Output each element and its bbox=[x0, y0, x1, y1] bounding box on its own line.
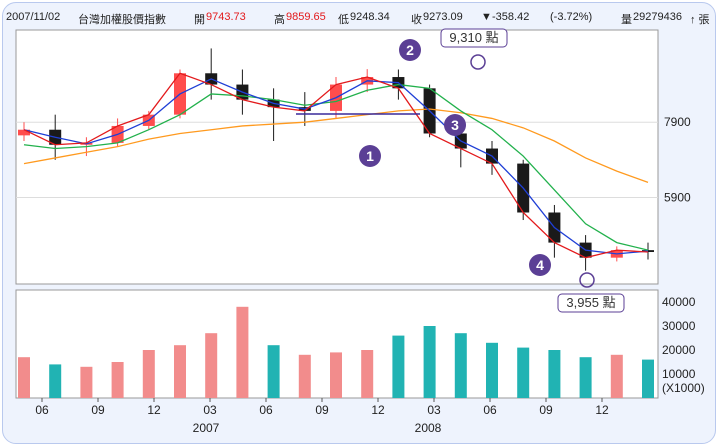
volume-bar bbox=[142, 350, 155, 398]
volume-tick-label: 10000 bbox=[662, 367, 696, 381]
volume-bar bbox=[392, 335, 405, 398]
x-tick-label: 12 bbox=[147, 403, 161, 417]
price-tick-label: 7900 bbox=[664, 115, 691, 129]
volume-bar bbox=[454, 333, 467, 398]
high-point-ring bbox=[470, 54, 486, 70]
x-tick-label: 06 bbox=[259, 403, 273, 417]
annotations: 1 2 3 4 9,310 點 3,955 點 bbox=[296, 28, 625, 313]
volume-value: 29279436 bbox=[633, 11, 682, 23]
price-tick-label: 5900 bbox=[664, 190, 691, 204]
x-tick-label: 12 bbox=[595, 403, 609, 417]
high-callout-text: 9,310 點 bbox=[449, 30, 498, 45]
volume-bar bbox=[298, 354, 311, 398]
volume-unit: ↑ 張 bbox=[690, 14, 710, 26]
high-value: 9859.65 bbox=[286, 11, 326, 23]
low-callout-text: 3,955 點 bbox=[566, 295, 615, 310]
candle-body bbox=[18, 129, 30, 136]
annotation-number: 2 bbox=[406, 42, 414, 58]
low-label: 低 bbox=[338, 14, 349, 26]
x-tick-label: 03 bbox=[427, 403, 441, 417]
high-label: 高 bbox=[274, 14, 285, 26]
volume-tick-label: 30000 bbox=[662, 319, 696, 333]
volume-bar bbox=[205, 333, 218, 398]
change-pct: (-3.72%) bbox=[550, 11, 593, 23]
volume-bar bbox=[111, 362, 124, 398]
quote-date: 2007/11/02 bbox=[6, 11, 61, 23]
volume-bar bbox=[517, 347, 530, 398]
volume-bar bbox=[579, 357, 592, 398]
annotation-number: 1 bbox=[366, 148, 374, 164]
x-tick-label: 09 bbox=[91, 403, 105, 417]
volume-bar bbox=[330, 352, 342, 398]
close-label: 收 bbox=[411, 14, 422, 26]
change-value: -358.42 bbox=[492, 11, 530, 23]
volume-bar bbox=[80, 366, 93, 398]
volume-bar bbox=[642, 359, 654, 398]
open-value: 9743.73 bbox=[206, 11, 246, 23]
change-label: ▼ bbox=[481, 11, 492, 23]
volume-tick-label: 40000 bbox=[662, 295, 696, 309]
high-callout-box bbox=[440, 28, 508, 48]
grid bbox=[16, 121, 658, 198]
ma5-line bbox=[23, 72, 649, 259]
low-point-ring bbox=[579, 272, 595, 288]
volume-bar bbox=[548, 350, 561, 398]
volume-label: 量 bbox=[621, 14, 632, 26]
low-callout-box bbox=[557, 293, 625, 313]
x-tick-label: 03 bbox=[203, 403, 217, 417]
volume-bar bbox=[236, 306, 249, 398]
ma10-line bbox=[23, 78, 649, 255]
ma20-line bbox=[23, 83, 649, 251]
close-value: 9273.09 bbox=[423, 11, 463, 23]
volume-bar bbox=[610, 354, 623, 398]
x-tick-label: 06 bbox=[483, 403, 497, 417]
year-label: 2007 bbox=[193, 421, 220, 435]
quote-header: 2007/11/02 台灣加權股價指數 開 9743.73 高 9859.65 … bbox=[6, 11, 710, 27]
volume-bar bbox=[49, 364, 62, 398]
annotation-marker bbox=[529, 254, 551, 276]
x-tick-label: 09 bbox=[539, 403, 553, 417]
index-name: 台灣加權股價指數 bbox=[78, 14, 166, 26]
volume-tick-label: 20000 bbox=[662, 343, 696, 357]
x-tick-label: 12 bbox=[371, 403, 385, 417]
volume-bar bbox=[361, 350, 374, 398]
volume-bar bbox=[174, 345, 186, 398]
annotation-number: 4 bbox=[536, 257, 544, 273]
low-value: 9248.34 bbox=[350, 11, 390, 23]
volume-bar bbox=[423, 326, 436, 398]
candle-body bbox=[642, 250, 654, 253]
annotation-number: 3 bbox=[451, 117, 459, 133]
ma-lines bbox=[23, 72, 649, 259]
year-label: 2008 bbox=[415, 421, 442, 435]
annotation-marker bbox=[399, 39, 421, 61]
volume-bar bbox=[267, 345, 280, 398]
ma60-line bbox=[23, 108, 649, 184]
x-tick-label: 09 bbox=[315, 403, 329, 417]
volume-unit-label: (X1000) bbox=[662, 381, 705, 395]
volume-bar bbox=[18, 357, 30, 398]
x-tick-label: 06 bbox=[35, 403, 49, 417]
annotation-marker bbox=[359, 145, 381, 167]
volume-bar bbox=[486, 342, 498, 398]
axes: 7900 5900 40000 30000 20000 10000(X1000) 06 09 1… bbox=[35, 115, 704, 435]
annotation-marker bbox=[444, 114, 466, 136]
open-label: 開 bbox=[194, 14, 205, 26]
volume-bars bbox=[18, 306, 654, 398]
